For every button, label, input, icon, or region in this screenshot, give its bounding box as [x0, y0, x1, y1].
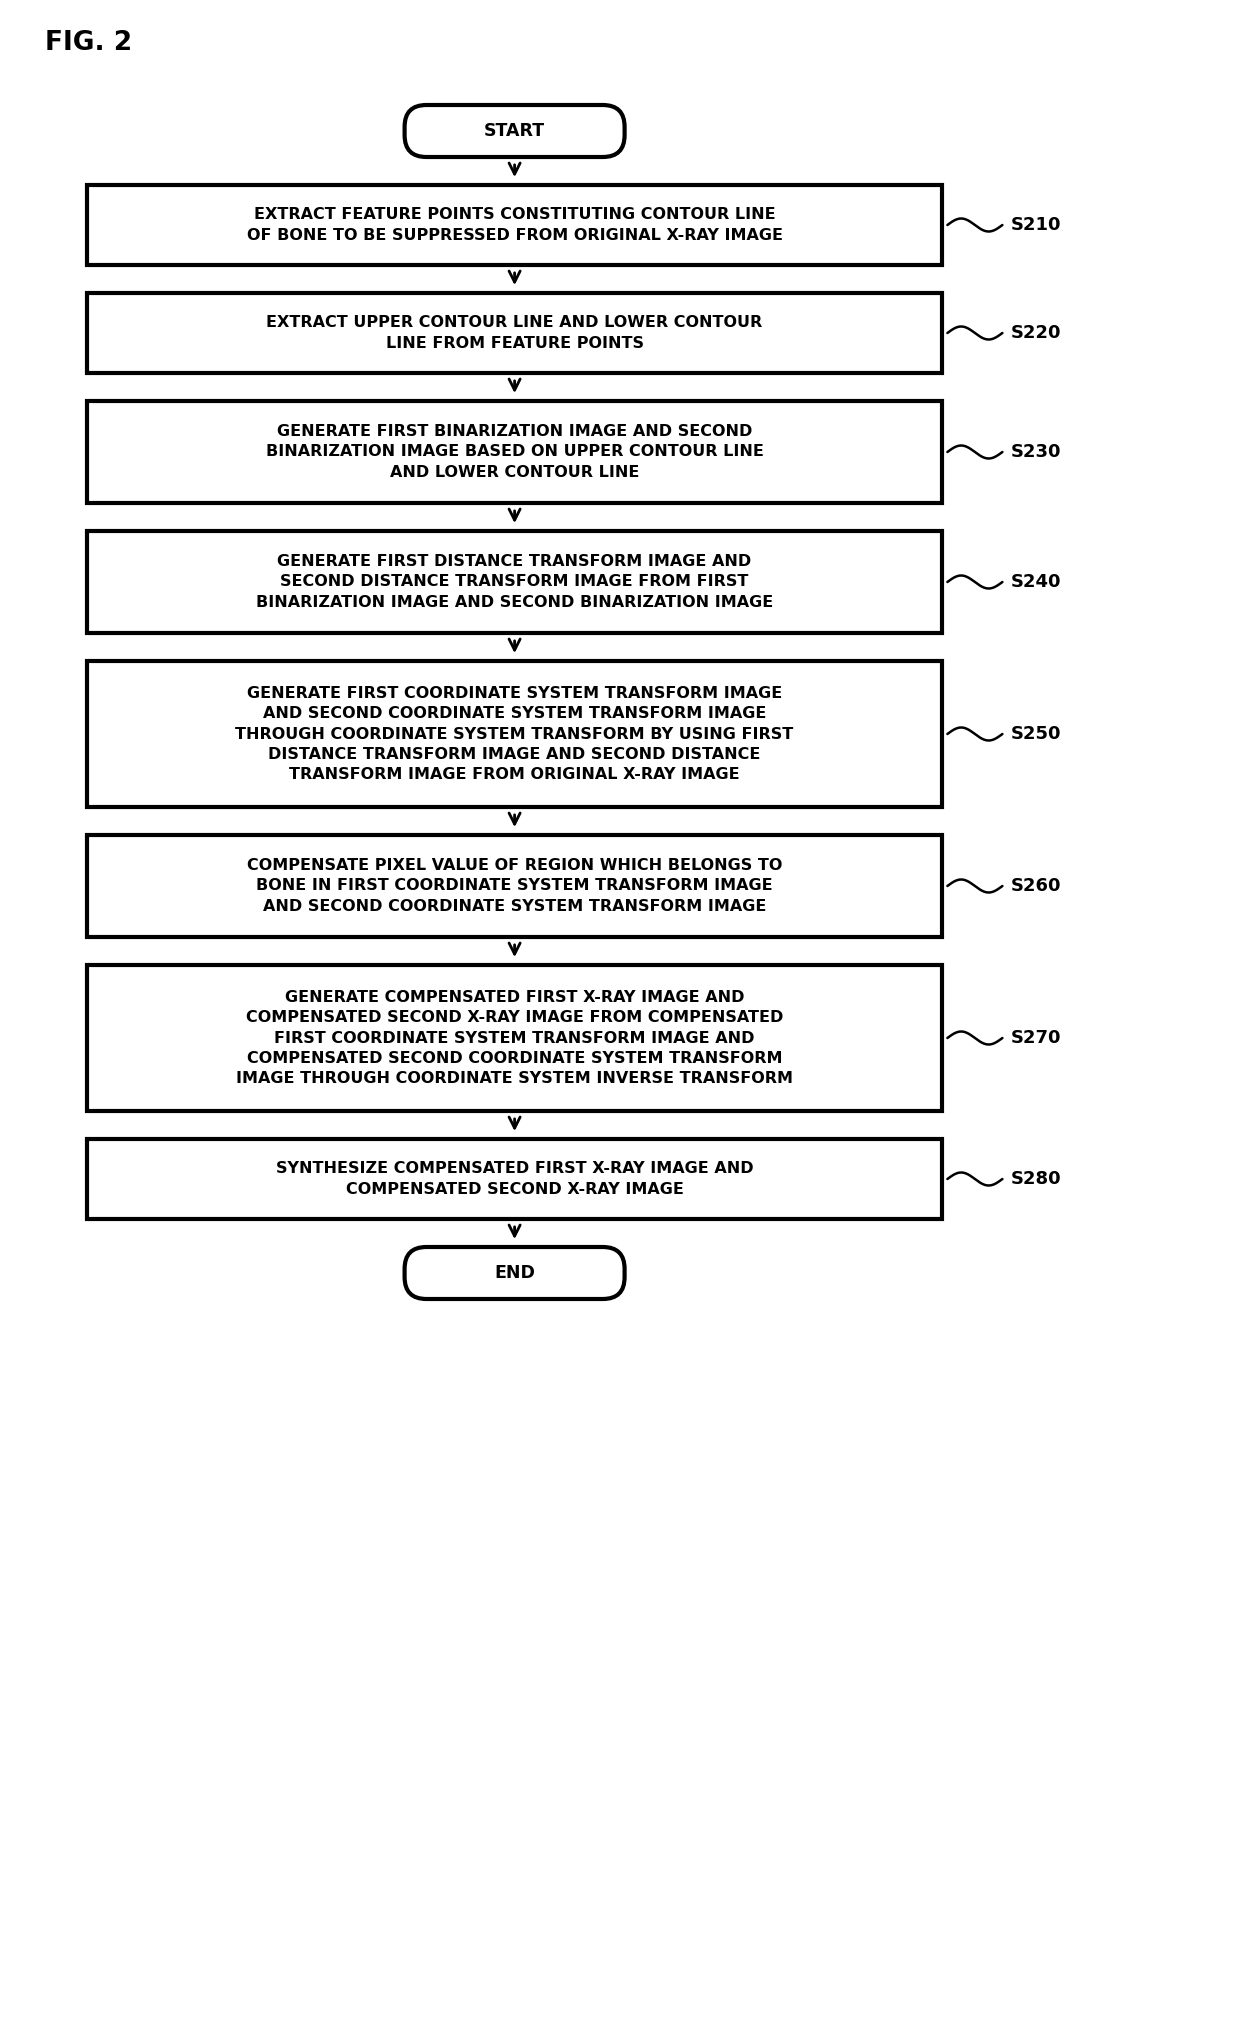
Bar [87, 660, 942, 807]
Text: EXTRACT FEATURE POINTS CONSTITUTING CONTOUR LINE
OF BONE TO BE SUPPRESSED FROM O: EXTRACT FEATURE POINTS CONSTITUTING CONT… [247, 207, 782, 242]
Bar [87, 400, 942, 504]
Text: S230: S230 [1011, 443, 1061, 461]
Bar [87, 835, 942, 937]
Text: S240: S240 [1011, 573, 1061, 591]
Text: S280: S280 [1011, 1170, 1061, 1189]
Text: S270: S270 [1011, 1028, 1061, 1046]
Text: GENERATE FIRST COORDINATE SYSTEM TRANSFORM IMAGE
AND SECOND COORDINATE SYSTEM TR: GENERATE FIRST COORDINATE SYSTEM TRANSFO… [236, 685, 794, 782]
Text: S220: S220 [1011, 323, 1061, 341]
Bar [87, 293, 942, 374]
Text: S250: S250 [1011, 725, 1061, 744]
Bar [87, 1140, 942, 1219]
Bar [87, 965, 942, 1112]
FancyBboxPatch shape [404, 1248, 625, 1298]
Text: GENERATE COMPENSATED FIRST X-RAY IMAGE AND
COMPENSATED SECOND X-RAY IMAGE FROM C: GENERATE COMPENSATED FIRST X-RAY IMAGE A… [236, 990, 794, 1087]
Text: EXTRACT UPPER CONTOUR LINE AND LOWER CONTOUR
LINE FROM FEATURE POINTS: EXTRACT UPPER CONTOUR LINE AND LOWER CON… [267, 315, 763, 352]
Text: START: START [484, 122, 546, 140]
Text: GENERATE FIRST BINARIZATION IMAGE AND SECOND
BINARIZATION IMAGE BASED ON UPPER C: GENERATE FIRST BINARIZATION IMAGE AND SE… [265, 425, 764, 480]
Text: S260: S260 [1011, 878, 1061, 894]
Text: S210: S210 [1011, 215, 1061, 234]
Text: FIG. 2: FIG. 2 [45, 30, 133, 57]
Text: GENERATE FIRST DISTANCE TRANSFORM IMAGE AND
SECOND DISTANCE TRANSFORM IMAGE FROM: GENERATE FIRST DISTANCE TRANSFORM IMAGE … [255, 555, 774, 610]
Text: END: END [495, 1264, 534, 1282]
FancyBboxPatch shape [404, 106, 625, 156]
Text: COMPENSATE PIXEL VALUE OF REGION WHICH BELONGS TO
BONE IN FIRST COORDINATE SYSTE: COMPENSATE PIXEL VALUE OF REGION WHICH B… [247, 858, 782, 914]
Bar [87, 185, 942, 264]
Text: SYNTHESIZE COMPENSATED FIRST X-RAY IMAGE AND
COMPENSATED SECOND X-RAY IMAGE: SYNTHESIZE COMPENSATED FIRST X-RAY IMAGE… [275, 1162, 754, 1197]
Bar [87, 530, 942, 634]
